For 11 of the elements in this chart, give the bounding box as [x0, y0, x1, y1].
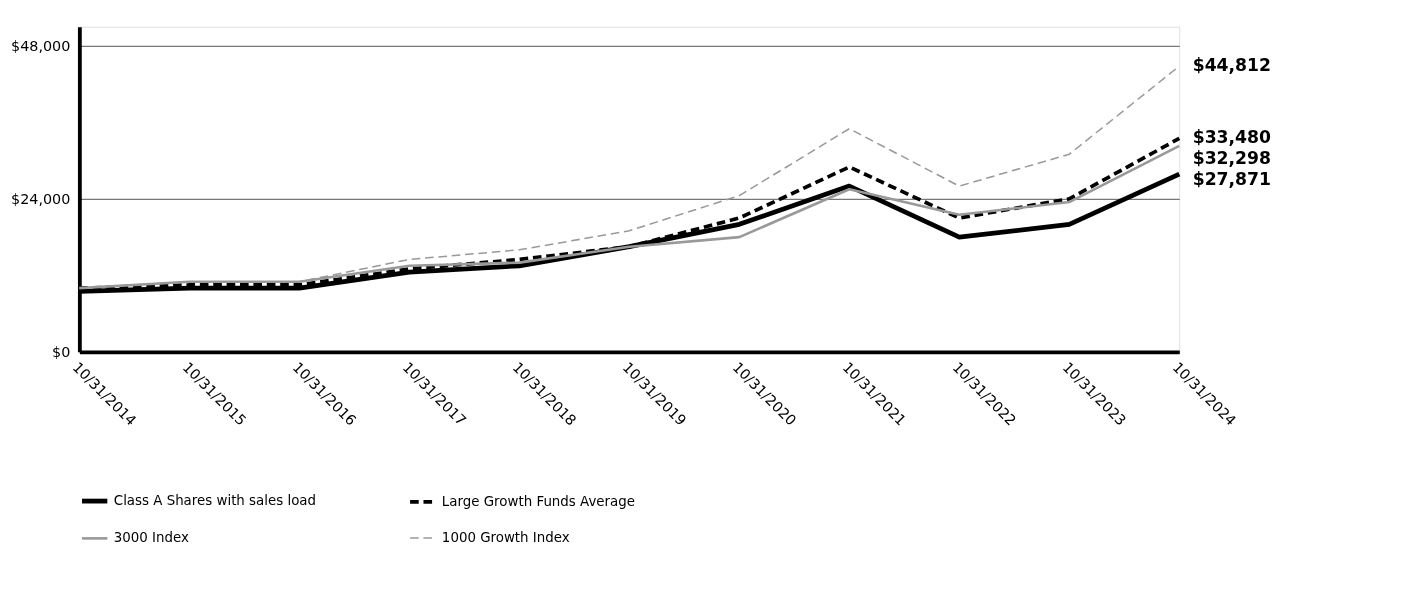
- data-label: $33,480: [1192, 127, 1272, 148]
- y-tick-label: $24,000: [11, 191, 71, 208]
- data-label: $27,871: [1192, 169, 1272, 190]
- legend-label: 3000 Index: [113, 530, 190, 546]
- y-tick-label: $0: [52, 344, 71, 361]
- legend-label: 1000 Growth Index: [441, 529, 570, 545]
- data-label: $44,812: [1192, 54, 1272, 75]
- legend-label: Class A Shares with sales load: [113, 492, 317, 508]
- data-label: $32,298: [1192, 148, 1272, 169]
- legend-label: Large Growth Funds Average: [441, 493, 635, 509]
- y-tick-label: $48,000: [11, 38, 71, 55]
